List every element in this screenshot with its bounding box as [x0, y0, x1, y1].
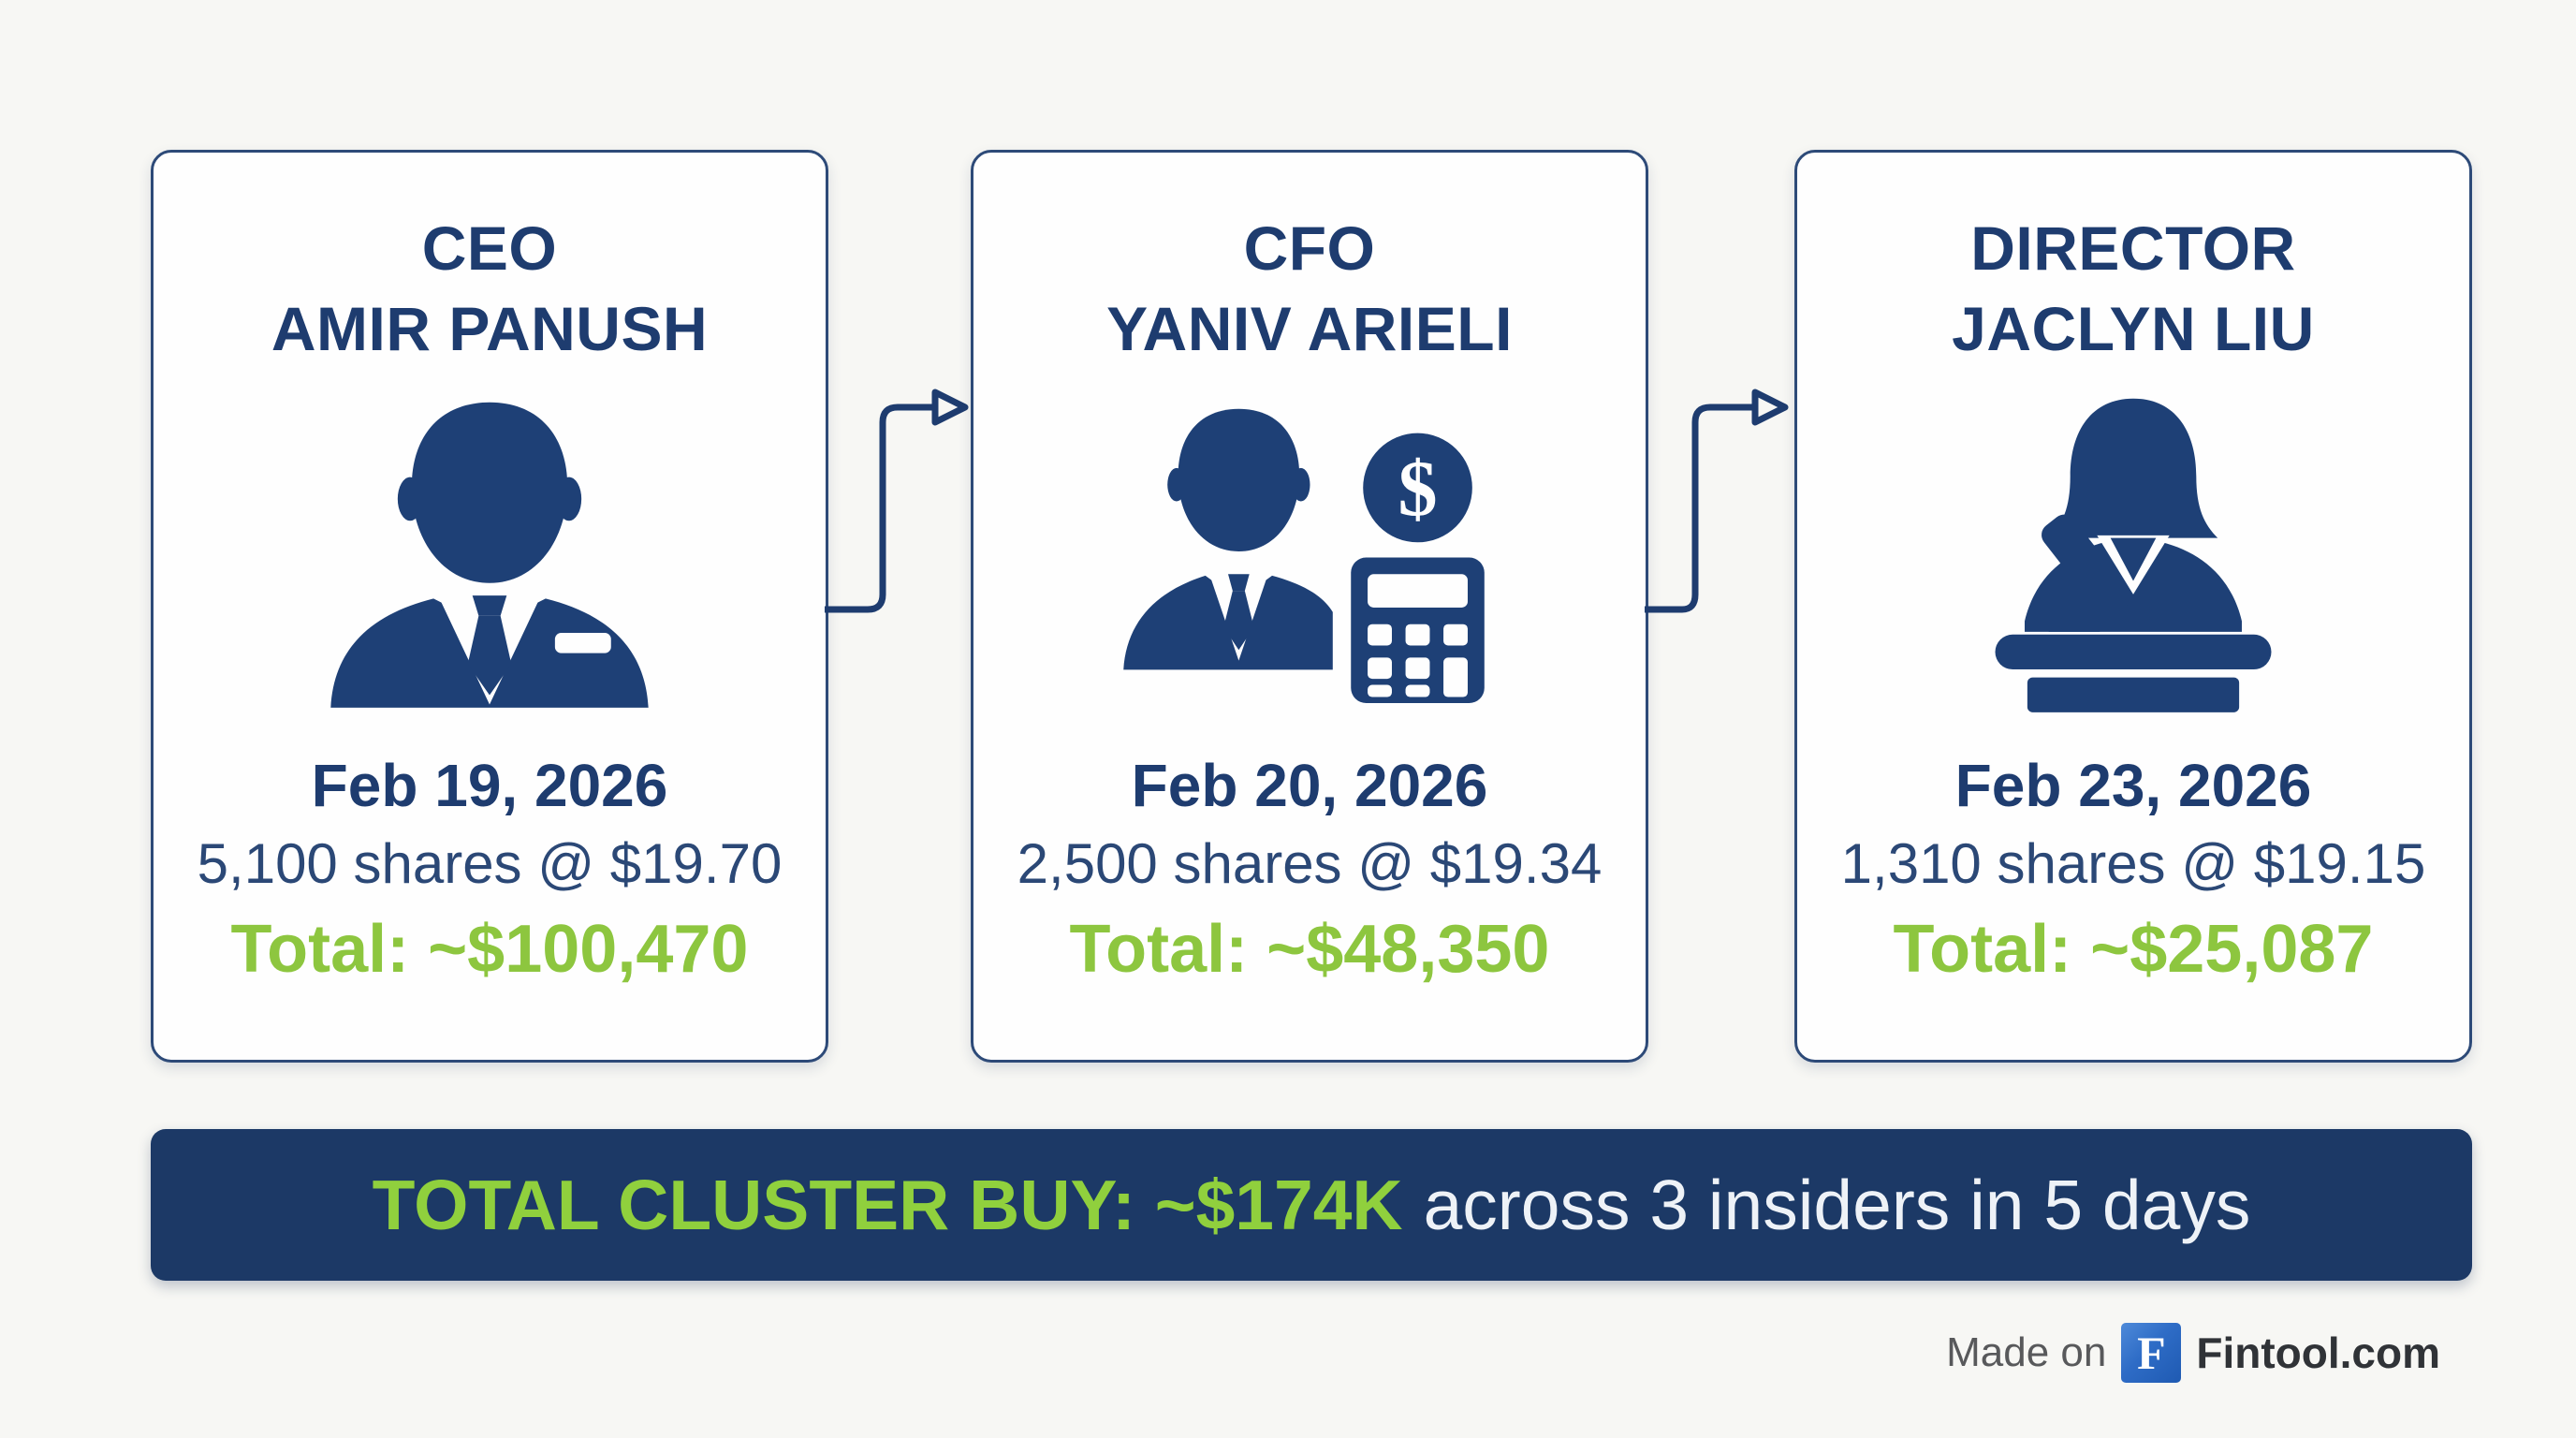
insider-name: YANIV ARIELI	[1106, 293, 1513, 363]
insider-name: JACLYN LIU	[1952, 293, 2315, 363]
icon-wrap: $	[1120, 390, 1500, 713]
role-title: CEO	[421, 213, 558, 283]
trade-total: Total: ~$100,470	[230, 911, 749, 987]
trade-shares: 2,500 shares @ $19.34	[1017, 831, 1603, 895]
trade-date: Feb 20, 2026	[1131, 751, 1488, 819]
trade-total: Total: ~$48,350	[1069, 911, 1550, 987]
trade-total: Total: ~$25,087	[1893, 911, 2374, 987]
fintool-logo-icon: F	[2121, 1323, 2182, 1383]
banner-rest-text: across 3 insiders in 5 days	[1423, 1166, 2251, 1244]
trade-shares: 1,310 shares @ $19.15	[1840, 831, 2426, 895]
fintool-logo-letter: F	[2137, 1327, 2166, 1379]
trade-date: Feb 19, 2026	[311, 751, 668, 819]
made-on-label: Made on	[1946, 1329, 2107, 1375]
card-director: DIRECTOR JACLYN LIU	[1794, 150, 2472, 1063]
businesswoman-gavel-podium-icon	[1995, 398, 2272, 712]
role-title: DIRECTOR	[1970, 213, 2296, 283]
card-cfo: CFO YANIV ARIELI $	[971, 150, 1648, 1063]
icon-wrap	[318, 390, 661, 713]
banner-highlight-text: TOTAL CLUSTER BUY: ~$174K	[372, 1166, 1403, 1244]
icon-wrap	[1966, 390, 2301, 713]
businessman-avatar-icon	[330, 402, 649, 708]
insider-name: AMIR PANUSH	[271, 293, 709, 363]
total-cluster-buy-banner: TOTAL CLUSTER BUY: ~$174K across 3 insid…	[151, 1129, 2472, 1281]
flow-arrow-2	[1645, 389, 1789, 613]
svg-text:$: $	[1398, 446, 1437, 533]
businessman-dollar-calculator-icon: $	[1122, 408, 1485, 704]
role-title: CFO	[1243, 213, 1376, 283]
fintool-brand-text: Fintool.com	[2196, 1328, 2440, 1377]
trade-shares: 5,100 shares @ $19.70	[197, 831, 783, 895]
fintool-watermark: Made on F Fintool.com	[1946, 1322, 2440, 1384]
flow-arrow-1	[825, 389, 969, 613]
card-ceo: CEO AMIR PANUSH Feb 19, 2026 5,100 share…	[151, 150, 828, 1063]
trade-date: Feb 23, 2026	[1954, 751, 2312, 819]
